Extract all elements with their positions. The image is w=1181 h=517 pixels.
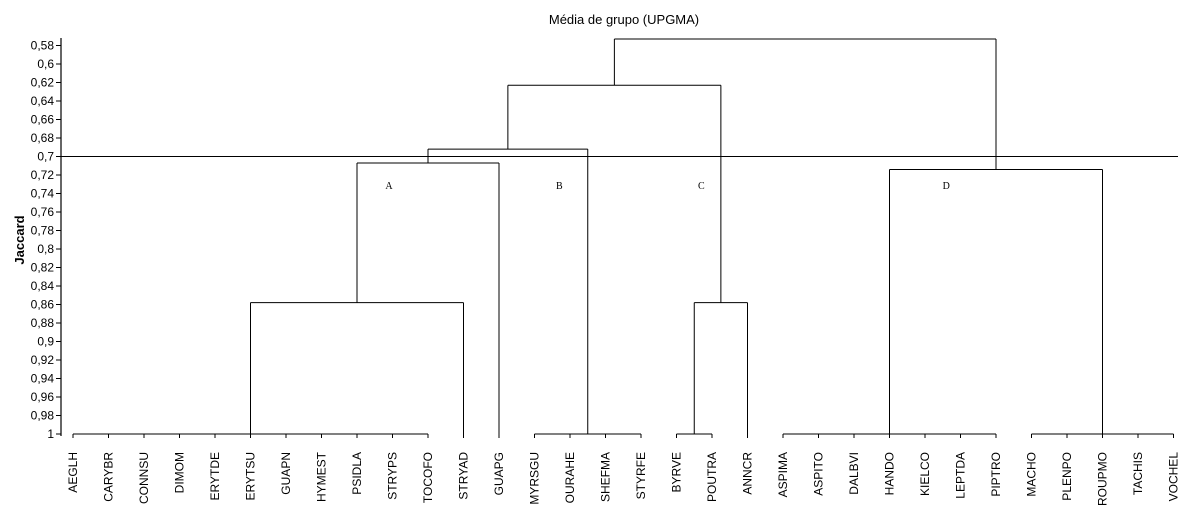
leaf-label: STRYAD [457, 452, 471, 500]
y-tick-label: 0,66 [31, 113, 55, 127]
leaf-label: LEPTDA [954, 452, 968, 499]
leaf-label: ERYTSU [244, 452, 258, 500]
leaf-label: STYRFE [634, 452, 648, 499]
leaf-label: SHEFMA [599, 452, 613, 502]
leaf-label: VOCHEL [1167, 452, 1181, 502]
leaf-label: CARYBR [102, 452, 116, 502]
y-tick-label: 0,74 [31, 187, 55, 201]
leaf-label: DIMOM [173, 452, 187, 493]
y-tick-label: 0,82 [31, 261, 55, 275]
leaf-label: ANNCR [741, 452, 755, 495]
leaf-label: MACHO [1025, 452, 1039, 497]
leaf-label: ERYTDE [208, 452, 222, 500]
leaf-label: PSIDLA [350, 452, 364, 495]
y-tick-label: 0,76 [31, 205, 55, 219]
leaf-label: TACHIS [1131, 452, 1145, 495]
y-tick-label: 0,96 [31, 390, 55, 404]
y-tick-label: 0,68 [31, 131, 55, 145]
leaf-label: KIELCO [918, 452, 932, 496]
y-tick-label: 0,58 [31, 39, 55, 53]
leaf-labels: AEGLH CARYBR CONNSU DIMOM ERYTDE ERYTSU GUAPN H… [66, 451, 1181, 506]
y-tick-label: 0,72 [31, 168, 55, 182]
y-tick-label: 0,62 [31, 76, 55, 90]
leaf-label: STRYPS [386, 452, 400, 500]
leaf-label: GUAPN [279, 452, 293, 495]
y-tick-label: 0,88 [31, 316, 55, 330]
y-axis-ticks: 0,58 0,6 0,62 0,64 0,66 0,68 0,7 0,72 0,74 0,76 0,… [31, 39, 1178, 441]
leaf-label: ASPITO [812, 452, 826, 496]
leaf-label: PIPTRO [989, 452, 1003, 497]
leaf-label: TOCOFO [421, 452, 435, 503]
leaf-label: OURAHE [563, 452, 577, 503]
group-label: A [385, 181, 393, 192]
y-tick-label: 0,92 [31, 353, 55, 367]
y-tick-label: 0,94 [31, 372, 55, 386]
chart-title: Média de grupo (UPGMA) [549, 12, 699, 27]
leaf-label: DALBVI [847, 452, 861, 495]
dendrogram-branches [72, 38, 1174, 438]
leaf-label: HANDO [883, 452, 897, 495]
leaf-label: AEGLH [66, 452, 80, 493]
y-tick-label: 0,9 [37, 335, 54, 349]
y-tick-label: 0,64 [31, 94, 55, 108]
leaf-label: POUTRA [705, 452, 719, 502]
y-tick-label: 1 [47, 427, 54, 441]
group-label: C [698, 181, 705, 192]
leaf-label: PLENPO [1060, 452, 1074, 501]
y-tick-label: 0,8 [37, 242, 54, 256]
leaf-label: ROUPMO [1096, 452, 1110, 506]
y-tick-label: 0,78 [31, 224, 55, 238]
leaf-label: ASPIMA [776, 452, 790, 497]
leaf-label: CONNSU [137, 452, 151, 504]
y-tick-label: 0,86 [31, 298, 55, 312]
group-label: D [943, 181, 950, 192]
leaf-label: MYRSGU [528, 452, 542, 505]
group-label: B [556, 181, 563, 192]
group-labels: A B C D [385, 181, 950, 192]
y-tick-label: 0,6 [37, 57, 54, 71]
y-tick-label: 0,98 [31, 409, 55, 423]
y-axis-label: Jaccard [12, 215, 27, 264]
leaf-label: GUAPG [492, 452, 506, 495]
y-tick-label: 0,7 [37, 150, 54, 164]
y-tick-label: 0,84 [31, 279, 55, 293]
leaf-label: BYRVE [670, 452, 684, 492]
leaf-label: HYMEST [315, 451, 329, 502]
